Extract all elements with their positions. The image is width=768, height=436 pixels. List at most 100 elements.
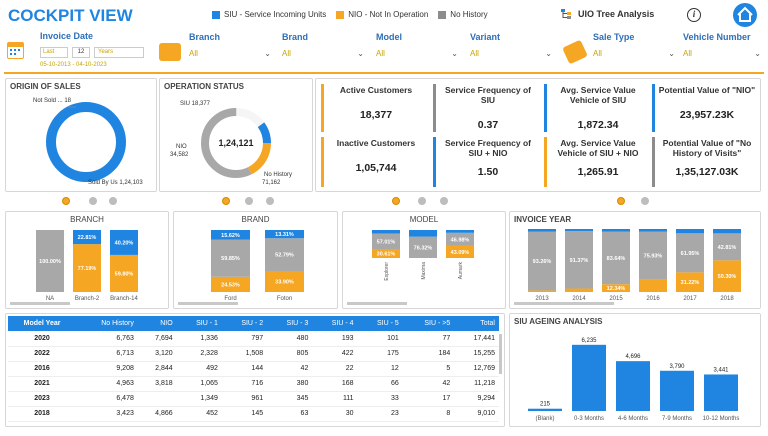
branch-chart[interactable]: 100.00% NA 77.19% 22.81% Branch-2 59.80% 40.20… bbox=[6, 212, 170, 310]
variant-filter[interactable]: Variant All ⌄ bbox=[470, 32, 552, 58]
bar-segment[interactable] bbox=[372, 230, 400, 234]
model-chart[interactable]: 30.61% 57.01% Explorer 76.32% Maxima 43.09% 46… bbox=[343, 212, 507, 310]
bar-segment[interactable] bbox=[446, 232, 474, 246]
brand-filter[interactable]: Brand All ⌄ bbox=[282, 32, 364, 58]
table-header-cell[interactable]: SIU - 2 bbox=[221, 316, 268, 331]
ageing-bar[interactable] bbox=[528, 408, 562, 411]
bar-segment[interactable] bbox=[676, 233, 704, 273]
relative-date-unit[interactable]: Years bbox=[94, 47, 144, 58]
table-cell: 184 bbox=[402, 346, 455, 362]
model-year-table: Model Year No History NIO SIU - 1 SIU - 2 SIU… bbox=[8, 316, 499, 422]
bar-segment[interactable] bbox=[446, 230, 474, 233]
bar-segment[interactable] bbox=[713, 233, 741, 261]
bar-segment[interactable] bbox=[73, 244, 101, 292]
kpi-dot-2[interactable] bbox=[418, 197, 426, 205]
relative-date-mode[interactable]: Last bbox=[40, 47, 68, 58]
bar-segment[interactable] bbox=[372, 233, 400, 250]
bar-segment[interactable] bbox=[265, 238, 304, 271]
kpi-dot-1[interactable] bbox=[392, 197, 400, 205]
bar-segment[interactable] bbox=[639, 279, 667, 292]
bar-segment[interactable] bbox=[676, 272, 704, 292]
table-cell: 4,963 bbox=[76, 376, 138, 392]
bar-segment[interactable] bbox=[446, 245, 474, 258]
bar-segment[interactable] bbox=[110, 230, 138, 255]
kpi-dot-3[interactable] bbox=[440, 197, 448, 205]
bar-segment[interactable] bbox=[528, 229, 556, 232]
bar-segment[interactable] bbox=[565, 229, 593, 231]
kpi-service-frequency-siu-nio: Service Frequency of SIU + NIO 1.50 bbox=[445, 138, 531, 178]
chart-scrollbar[interactable] bbox=[514, 302, 614, 305]
bar-data-label: 77.19% bbox=[78, 266, 97, 272]
operation-dot-1[interactable] bbox=[222, 197, 230, 205]
table-row[interactable]: 2022 6,713 3,120 2,328 1,508 805 422 175 184 15,2… bbox=[8, 346, 499, 362]
bar-segment[interactable] bbox=[372, 249, 400, 258]
table-header-cell[interactable]: Total bbox=[454, 316, 499, 331]
info-icon[interactable]: i bbox=[687, 8, 701, 22]
bar-segment[interactable] bbox=[73, 230, 101, 245]
bar-segment[interactable] bbox=[713, 229, 741, 234]
table-row[interactable]: 2018 3,423 4,866 452 145 63 30 23 8 9,010 bbox=[8, 406, 499, 422]
carousel-dot-2[interactable] bbox=[89, 197, 97, 205]
bar-segment[interactable] bbox=[602, 231, 630, 285]
table-header-cell[interactable]: SIU - 3 bbox=[267, 316, 313, 331]
bar-segment[interactable] bbox=[676, 229, 704, 234]
table-row[interactable]: 2021 4,963 3,818 1,065 716 380 168 66 42 11,218 bbox=[8, 376, 499, 392]
vehicle-number-filter[interactable]: Vehicle Number All ⌄ bbox=[683, 32, 761, 58]
origin-donut[interactable] bbox=[6, 79, 158, 193]
kpi-page-dot-1[interactable] bbox=[617, 197, 625, 205]
kpi-page-dot-2[interactable] bbox=[641, 197, 649, 205]
bar-segment[interactable] bbox=[211, 276, 250, 292]
chart-scrollbar[interactable] bbox=[10, 302, 70, 305]
table-header-cell[interactable]: SIU - >5 bbox=[402, 316, 455, 331]
brand-chart[interactable]: 24.53% 59.85% 15.62% Ford 33.90% 52.79% 13.31%… bbox=[174, 212, 339, 310]
table-header-cell[interactable]: SIU - 4 bbox=[312, 316, 358, 331]
table-header-cell[interactable]: NIO bbox=[137, 316, 177, 331]
bar-segment[interactable] bbox=[265, 230, 304, 239]
bar-segment[interactable] bbox=[265, 270, 304, 292]
bar-segment[interactable] bbox=[211, 230, 250, 240]
table-row[interactable]: 2016 9,208 2,844 492 144 42 22 12 5 12,769 bbox=[8, 361, 499, 377]
bar-segment[interactable] bbox=[409, 236, 437, 258]
bar-segment[interactable] bbox=[110, 254, 138, 292]
sale-type-filter[interactable]: Sale Type All ⌄ bbox=[593, 32, 675, 58]
bar-segment[interactable] bbox=[211, 239, 250, 277]
table-header-cell[interactable]: SIU - 5 bbox=[357, 316, 403, 331]
relative-date-number[interactable]: 12 bbox=[72, 47, 90, 58]
uio-tree-link[interactable]: UIO Tree Analysis bbox=[560, 8, 654, 20]
bar-segment[interactable] bbox=[528, 231, 556, 291]
chart-scrollbar[interactable] bbox=[347, 302, 407, 305]
operation-dot-3[interactable] bbox=[266, 197, 274, 205]
siu-ageing-chart[interactable]: 215 (Blank) 6,235 0-3 Months 4,696 4-6 Months… bbox=[510, 314, 762, 428]
bar-segment[interactable] bbox=[639, 229, 667, 232]
bar-segment[interactable] bbox=[639, 231, 667, 280]
invoice-year-chart[interactable]: 93.26% 2013 91.37% 2014 12.34% 83.64% 2015 75.9… bbox=[510, 212, 762, 310]
table-row[interactable]: 2020 6,763 7,694 1,336 797 480 193 101 77 17,441 bbox=[8, 331, 499, 347]
ageing-bar[interactable] bbox=[572, 344, 606, 411]
bar-segment[interactable] bbox=[713, 260, 741, 292]
bar-segment[interactable] bbox=[409, 230, 437, 237]
ageing-bar[interactable] bbox=[704, 374, 738, 411]
home-button[interactable] bbox=[733, 3, 757, 27]
model-filter[interactable]: Model All ⌄ bbox=[376, 32, 458, 58]
table-scrollbar[interactable] bbox=[499, 334, 502, 374]
bar-segment[interactable] bbox=[602, 229, 630, 232]
carousel-dot-3[interactable] bbox=[109, 197, 117, 205]
bar-data-label: 22.81% bbox=[78, 235, 97, 241]
operation-donut[interactable] bbox=[160, 79, 314, 193]
ageing-bar[interactable] bbox=[616, 361, 650, 411]
bar-segment[interactable] bbox=[602, 284, 630, 292]
operation-dot-2[interactable] bbox=[245, 197, 253, 205]
bar-segment[interactable] bbox=[565, 288, 593, 292]
ageing-value-label: 6,235 bbox=[581, 338, 597, 344]
ageing-bar[interactable] bbox=[660, 370, 694, 411]
bar-segment[interactable] bbox=[36, 230, 64, 292]
bar-segment[interactable] bbox=[528, 290, 556, 292]
bar-segment[interactable] bbox=[565, 230, 593, 289]
chart-scrollbar[interactable] bbox=[178, 302, 238, 305]
branch-filter[interactable]: Branch All ⌄ bbox=[189, 32, 271, 58]
carousel-dot-1[interactable] bbox=[62, 197, 70, 205]
table-header-cell[interactable]: No History bbox=[76, 316, 138, 331]
table-header-cell[interactable]: SIU - 1 bbox=[176, 316, 222, 331]
table-row[interactable]: 2023 6,478 1,349 961 345 111 33 17 9,294 bbox=[8, 391, 499, 407]
table-header-cell[interactable]: Model Year bbox=[8, 316, 77, 331]
